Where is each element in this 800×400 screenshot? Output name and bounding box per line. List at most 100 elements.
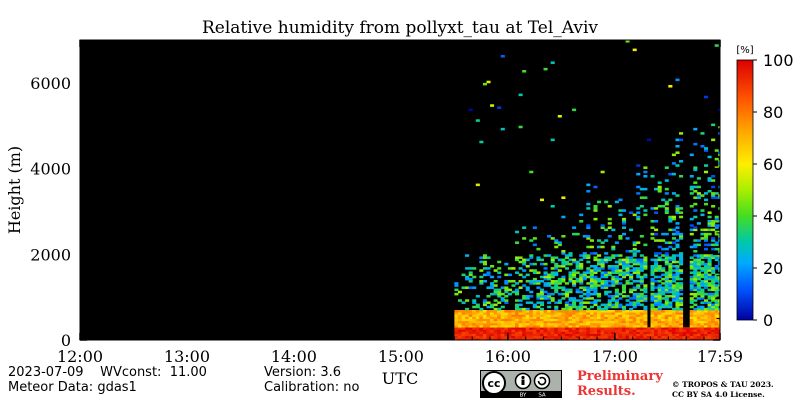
heatmap-cell (671, 254, 676, 257)
heatmap-cell (604, 305, 609, 309)
heatmap-cell (504, 273, 509, 277)
heatmap-cell (693, 337, 698, 340)
heatmap-cell (657, 280, 662, 283)
heatmap-cell (568, 312, 573, 315)
heatmap-cell (500, 320, 505, 324)
heatmap-cell (568, 325, 573, 328)
heatmap-cell (461, 325, 466, 328)
heatmap-cell (579, 273, 584, 277)
heatmap-cell (618, 333, 623, 337)
heatmap-cell (515, 329, 520, 332)
heatmap-cell (564, 292, 569, 296)
heatmap-cell (639, 325, 644, 328)
heatmap-cell (479, 337, 484, 340)
heatmap-cell (461, 320, 466, 324)
heatmap-cell (679, 292, 684, 296)
heatmap-cell (554, 333, 559, 337)
heatmap-cell (636, 314, 641, 317)
meteor-value: gdas1 (97, 380, 137, 395)
heatmap-cell (479, 335, 484, 339)
heatmap-cell (696, 337, 701, 340)
heatmap-cell (671, 325, 676, 328)
heatmap-cell (675, 226, 680, 229)
heatmap-cell (632, 250, 637, 253)
heatmap-cell (711, 331, 716, 334)
heatmap-cell (593, 271, 598, 274)
heatmap-cell (557, 327, 562, 330)
heatmap-cell (639, 312, 644, 315)
heatmap-cell (689, 232, 694, 236)
x-tick-label: 15:00 (378, 347, 424, 366)
heatmap-cell (707, 327, 712, 330)
heatmap-cell (522, 295, 527, 298)
heatmap-cell (661, 254, 666, 257)
heatmap-cell (479, 307, 484, 311)
heatmap-cell (621, 220, 627, 223)
heatmap-cell (629, 307, 634, 311)
heatmap-cell (543, 318, 548, 322)
heatmap-cell (507, 288, 512, 292)
heatmap-cell (654, 187, 659, 191)
heatmap-cell (507, 316, 512, 319)
heatmap-cell (711, 320, 716, 324)
heatmap-cell (475, 320, 480, 324)
heatmap-cell (457, 310, 463, 313)
heatmap-cell (675, 331, 680, 334)
heatmap-cell (486, 267, 491, 270)
heatmap-cell (696, 273, 701, 277)
heatmap-cell (700, 290, 705, 294)
heatmap-cell (593, 329, 598, 332)
heatmap-cell (632, 269, 637, 272)
heatmap-cell (654, 220, 659, 223)
heatmap-cell (461, 273, 466, 277)
heatmap-cell (657, 333, 662, 337)
heatmap-cell (572, 284, 577, 287)
heatmap-cell (689, 337, 694, 340)
colorbar-tick-label: 80 (763, 103, 783, 122)
heatmap-cell (614, 301, 619, 304)
heatmap-cell (696, 310, 701, 313)
plot-area (80, 40, 720, 340)
heatmap-cell (707, 222, 712, 225)
heatmap-cell (586, 290, 591, 294)
heatmap-cell (511, 318, 516, 322)
heatmap-cell (486, 80, 491, 84)
heatmap-cell (490, 333, 495, 337)
heatmap-cell (522, 226, 527, 229)
heatmap-cell (703, 149, 709, 152)
heatmap-cell (536, 292, 541, 296)
heatmap-cell (532, 316, 537, 319)
heatmap-cell (607, 301, 612, 304)
heatmap-cell (643, 299, 648, 302)
heatmap-cell (714, 267, 719, 270)
heatmap-cell (664, 277, 669, 281)
heatmap-cell (711, 192, 716, 195)
heatmap-cell (711, 325, 716, 328)
heatmap-cell (525, 333, 530, 337)
heatmap-cell (589, 284, 594, 287)
heatmap-cell (600, 280, 605, 283)
heatmap-cell (550, 297, 555, 300)
heatmap-cell (539, 310, 545, 313)
heatmap-cell (507, 273, 512, 277)
heatmap-cell (664, 301, 669, 304)
heatmap-cell (550, 205, 555, 208)
heatmap-cell (497, 316, 502, 319)
heatmap-cell (572, 322, 577, 326)
heatmap-cell (597, 335, 602, 339)
heatmap-cell (543, 271, 548, 274)
heatmap-cell (636, 310, 641, 313)
heatmap-cell (611, 312, 616, 315)
heatmap-cell (639, 277, 644, 281)
heatmap-cell (536, 335, 541, 339)
heatmap-cell (664, 325, 669, 328)
heatmap-cell (675, 254, 680, 257)
heatmap-cell (536, 310, 541, 313)
heatmap-cell (564, 314, 569, 317)
heatmap-cell (607, 299, 612, 302)
heatmap-cell (707, 307, 712, 311)
heatmap-cell (539, 314, 545, 317)
heatmap-cell (707, 232, 712, 236)
heatmap-cell (604, 320, 609, 324)
